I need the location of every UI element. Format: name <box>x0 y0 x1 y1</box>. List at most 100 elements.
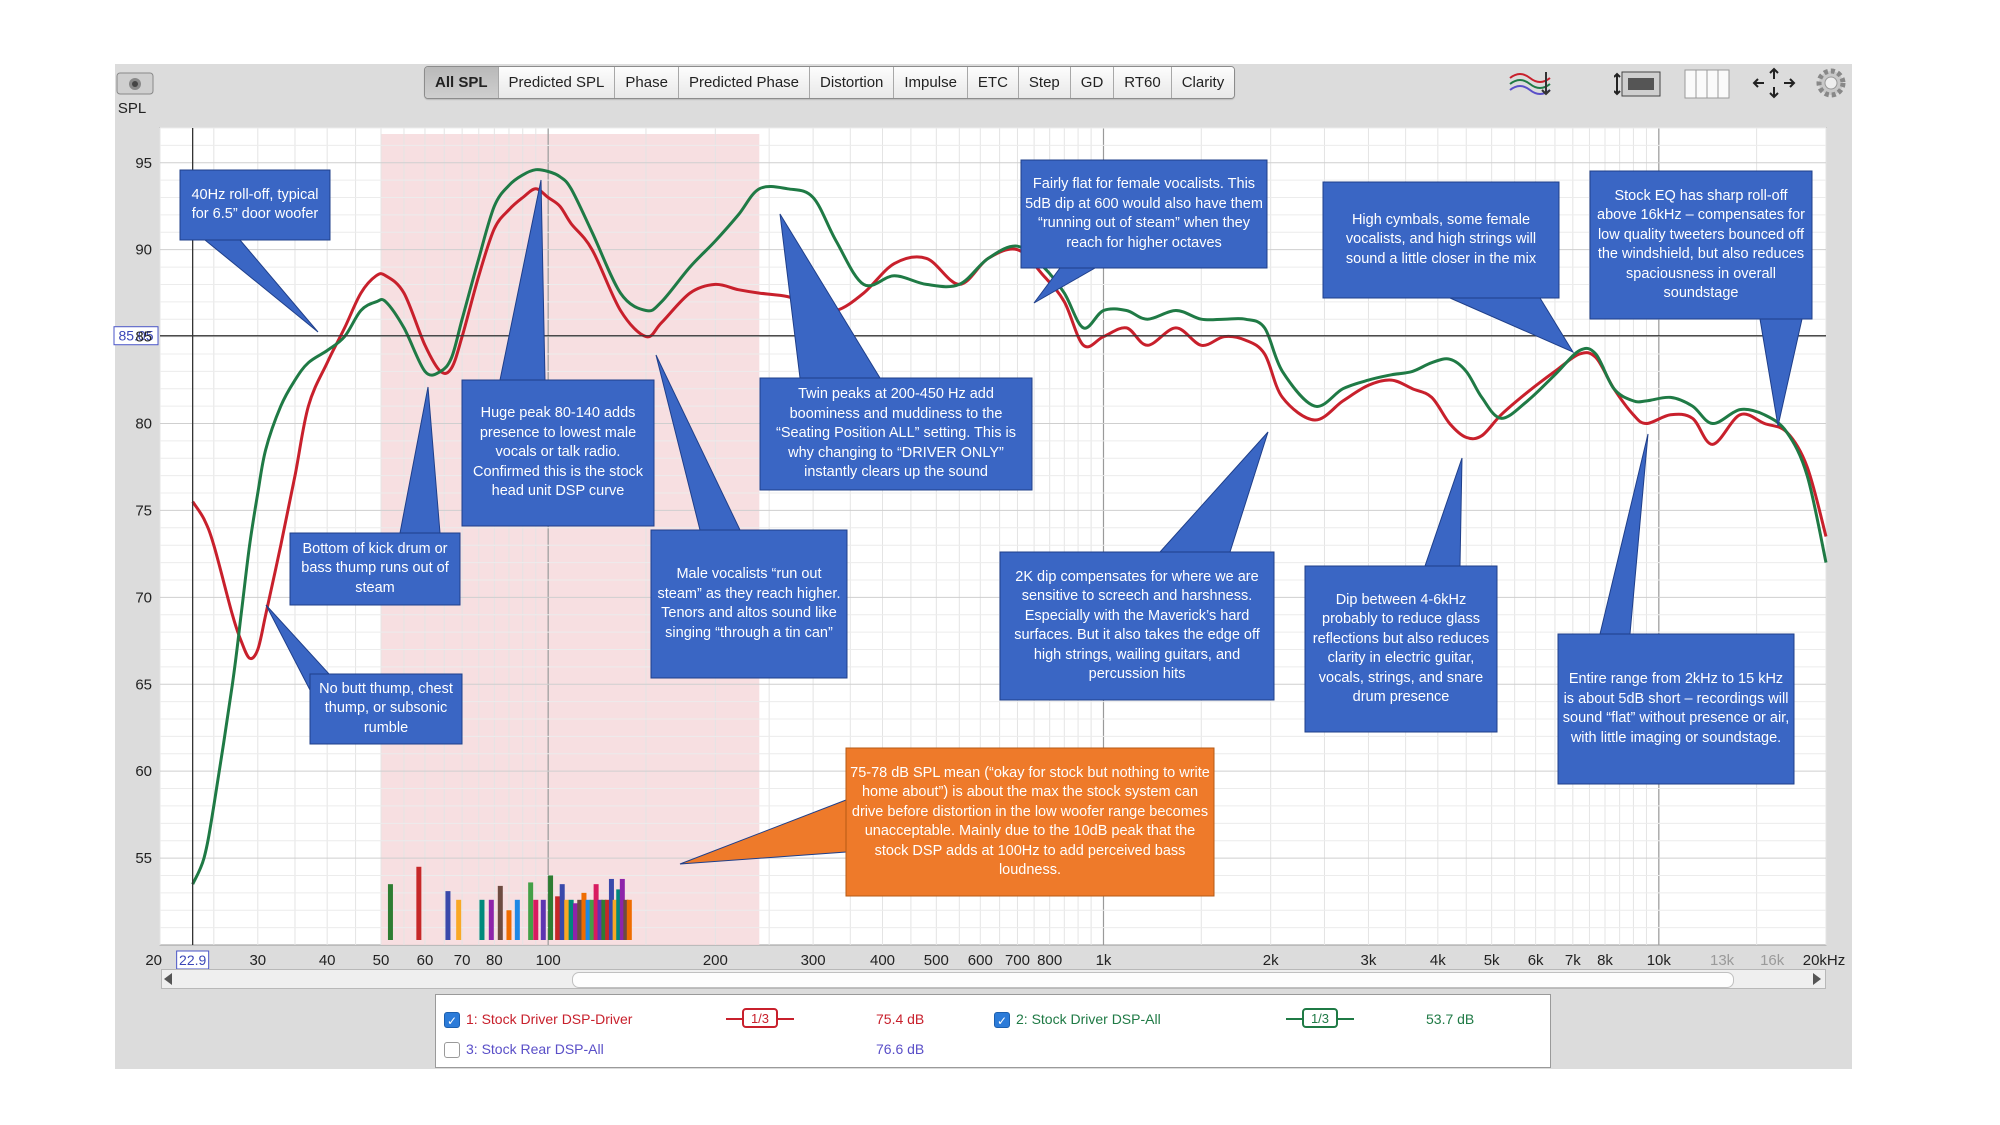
gear-icon[interactable] <box>1814 66 1848 100</box>
y-tick-label: 65 <box>135 676 152 693</box>
tab-step[interactable]: Step <box>1018 67 1071 98</box>
callout-box <box>759 377 1033 491</box>
tab-distortion[interactable]: Distortion <box>810 67 895 98</box>
distortion-bar <box>456 899 462 940</box>
distortion-bar <box>479 899 485 940</box>
y-tick-label: 95 <box>135 155 152 172</box>
scroll-right-arrow[interactable] <box>1813 973 1821 985</box>
annotation-callout: No butt thump, chest thump, or subsonic … <box>265 604 463 745</box>
y-tick-label: 70 <box>135 589 152 606</box>
frequency-scrollbar[interactable] <box>161 969 1826 989</box>
callout-text-container: Twin peaks at 200-450 Hz add boominess a… <box>776 386 1016 480</box>
callout-text-container: 40Hz roll-off, typical for 6.5” door woo… <box>191 187 318 223</box>
x-tick-label: 30 <box>249 952 266 969</box>
overlay-traces-icon[interactable] <box>1508 66 1558 100</box>
legend-item-1[interactable]: 1: Stock Driver DSP-Driver <box>444 1009 644 1031</box>
tab-predicted-spl[interactable]: Predicted SPL <box>498 67 616 98</box>
distortion-bar <box>589 899 595 940</box>
callout-text-container: Dip between 4-6kHz probably to reduce gl… <box>1312 591 1490 706</box>
legend-checkbox-2[interactable] <box>994 1011 1010 1031</box>
series-line-2 <box>191 168 1828 885</box>
tab-impulse[interactable]: Impulse <box>894 67 968 98</box>
annotation-callout: 75-78 dB SPL mean (“okay for stock but n… <box>679 747 1215 897</box>
annotation-callout: Bottom of kick drum or bass thump runs o… <box>289 386 461 606</box>
legend-checkbox-3[interactable] <box>444 1042 460 1058</box>
callout-box <box>1589 170 1813 320</box>
callout-text-container: 2K dip compensates for where we are sens… <box>1014 569 1260 683</box>
x-tick-label: 60 <box>417 952 434 969</box>
callout-text: Male vocalists “run out steam” as they r… <box>657 566 841 641</box>
distortion-bar <box>616 889 622 940</box>
legend-item-2[interactable]: 2: Stock Driver DSP-All <box>994 1009 1194 1031</box>
callout-box <box>309 673 463 745</box>
x-tick-label: 100 <box>536 952 561 969</box>
callout-text: Stock EQ has sharp roll-off above 16kHz … <box>1597 187 1805 302</box>
callout-text-container: Entire range from 2kHz to 15 kHz is abou… <box>1562 671 1790 746</box>
callout-text-container: Fairly flat for female vocalists. This 5… <box>1025 176 1263 251</box>
scroll-left-arrow[interactable] <box>164 973 172 985</box>
callout-box <box>845 747 1215 897</box>
smoothing-indicator-1[interactable]: 1/3 <box>726 1008 796 1029</box>
tab-etc[interactable]: ETC <box>967 67 1019 98</box>
columns-icon[interactable] <box>1684 68 1730 100</box>
tab-gd[interactable]: GD <box>1070 67 1115 98</box>
legend-checkbox-1[interactable] <box>444 1011 460 1031</box>
smoothing-indicator-2[interactable]: 1/3 <box>1286 1008 1356 1029</box>
tab-clarity[interactable]: Clarity <box>1171 67 1235 98</box>
x-tick-label: 40 <box>319 952 336 969</box>
legend-label-3: 3: Stock Rear DSP-All <box>466 1041 604 1057</box>
distortion-bar <box>548 875 554 940</box>
distortion-bar <box>540 899 546 940</box>
x-tick-label: 70 <box>454 952 471 969</box>
fit-to-window-icon[interactable] <box>1750 66 1798 100</box>
y-tick-label: 75 <box>135 502 152 519</box>
tab-all-spl[interactable]: All SPL <box>425 67 499 98</box>
series-line-1 <box>191 187 1828 661</box>
annotation-callout: Dip between 4-6kHz probably to reduce gl… <box>1304 457 1498 733</box>
scroll-thumb[interactable] <box>572 972 1734 988</box>
graph-size-icon[interactable] <box>1613 68 1664 100</box>
tab-rt60[interactable]: RT60 <box>1114 67 1172 98</box>
smoothing-label-2: 1/3 <box>1302 1008 1338 1028</box>
callout-box <box>650 529 848 679</box>
callout-box <box>289 532 461 606</box>
distortion-bar <box>608 878 614 940</box>
callout-box <box>1304 565 1498 733</box>
x-tick-label: 300 <box>801 952 826 969</box>
distortion-bar <box>585 899 591 940</box>
distortion-bar <box>445 891 451 940</box>
x-tick-label: 700 <box>1005 952 1030 969</box>
annotation-callout: Twin peaks at 200-450 Hz add boominess a… <box>759 213 1033 491</box>
callout-text: Entire range from 2kHz to 15 kHz is abou… <box>1562 671 1790 746</box>
callout-text: Dip between 4-6kHz probably to reduce gl… <box>1312 591 1490 706</box>
x-tick-label: 4k <box>1430 952 1446 969</box>
tab-predicted-phase[interactable]: Predicted Phase <box>678 67 811 98</box>
y-axis-label: SPL <box>118 100 146 117</box>
annotation-callout: Stock EQ has sharp roll-off above 16kHz … <box>1589 170 1813 427</box>
annotation-callout: 2K dip compensates for where we are sens… <box>999 431 1275 701</box>
legend-value-1: 75.4 dB <box>876 1011 925 1027</box>
distortion-bar <box>514 899 520 940</box>
distortion-bar <box>488 899 494 940</box>
callout-text: 75-78 dB SPL mean (“okay for stock but n… <box>850 764 1210 879</box>
x-tick-label: 600 <box>968 952 993 969</box>
annotation-callout: 40Hz roll-off, typical for 6.5” door woo… <box>179 169 331 333</box>
distortion-bar <box>559 884 565 940</box>
callout-text: No butt thump, chest thump, or subsonic … <box>319 680 453 736</box>
legend-item-3[interactable]: 3: Stock Rear DSP-All <box>444 1039 644 1059</box>
callout-box <box>461 379 655 527</box>
callout-text-container: 75-78 dB SPL mean (“okay for stock but n… <box>850 764 1210 879</box>
camera-icon[interactable] <box>116 70 154 96</box>
x-tick-label: 1k <box>1096 952 1112 969</box>
x-tick-label: 5k <box>1484 952 1500 969</box>
distortion-bar <box>497 885 503 940</box>
annotation-callout: Entire range from 2kHz to 15 kHz is abou… <box>1557 433 1795 785</box>
x-tick-label: 8k <box>1597 952 1613 969</box>
y-tick-label: 80 <box>135 416 152 433</box>
distortion-bar <box>623 899 629 940</box>
callout-text-container: Male vocalists “run out steam” as they r… <box>657 566 841 641</box>
tab-phase[interactable]: Phase <box>615 67 679 98</box>
callout-text: Bottom of kick drum or bass thump runs o… <box>301 540 449 596</box>
x-tick-label: 400 <box>870 952 895 969</box>
